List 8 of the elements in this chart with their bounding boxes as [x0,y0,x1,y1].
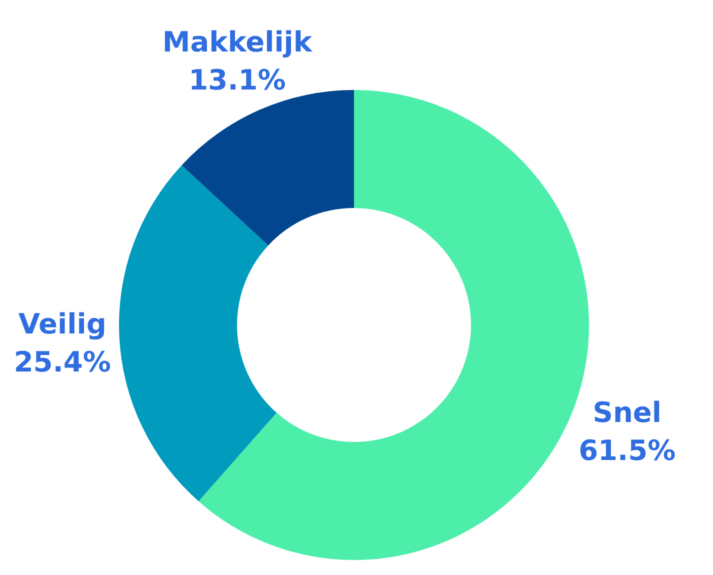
slice-label: Veilig [18,308,106,341]
slice-label: Snel [592,396,662,430]
data-label: 61.5% [578,434,676,468]
data-label: 13.1% [188,63,286,96]
donut-slice [119,165,277,502]
donut-slice [182,90,354,246]
slice-label: Makkelijk [162,25,314,58]
data-label: 25.4% [14,346,111,379]
